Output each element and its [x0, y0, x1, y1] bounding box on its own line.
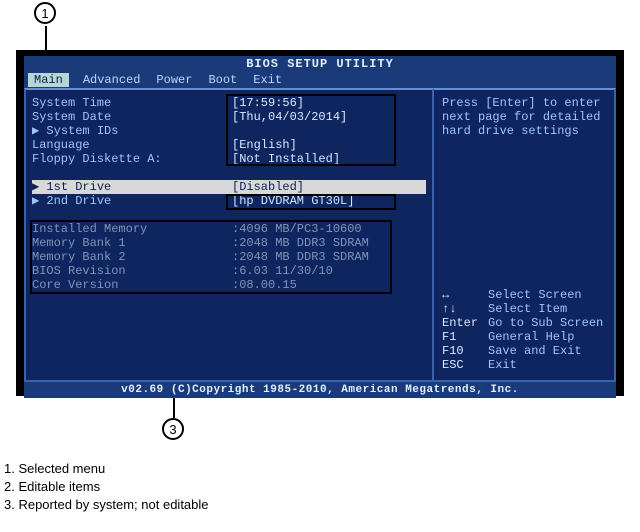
figure-legend: 1. Selected menu 2. Editable items 3. Re… [4, 460, 209, 514]
row-system-ids[interactable]: ▶ System IDs [32, 124, 426, 138]
callout-3: 3 [162, 418, 184, 440]
key-legend: ↔Select Screen ↑↓Select Item EnterGo to … [442, 288, 606, 372]
value: :6.03 11/30/10 [232, 264, 426, 278]
value: :2048 MB DDR3 SDRAM [232, 250, 426, 264]
key: F1 [442, 330, 488, 344]
row-core-version: Core Version :08.00.15 [32, 278, 426, 292]
row-memory-bank-1: Memory Bank 1 :2048 MB DDR3 SDRAM [32, 236, 426, 250]
value[interactable]: [Thu,04/03/2014] [232, 110, 426, 124]
value[interactable]: [hp DVDRAM GT30L] [232, 194, 426, 208]
label: BIOS Revision [32, 264, 232, 278]
help-line-3: hard drive settings [442, 124, 606, 138]
menu-main[interactable]: Main [28, 73, 69, 87]
menu-boot[interactable]: Boot [204, 73, 249, 87]
help-panel: Press [Enter] to enter next page for det… [434, 88, 616, 382]
row-language[interactable]: Language [English] [32, 138, 426, 152]
key: ↔ [442, 288, 488, 302]
bios-body: System Time [17:59:56] System Date [Thu,… [24, 88, 616, 382]
legend-2: 2. Editable items [4, 478, 209, 496]
row-bios-revision: BIOS Revision :6.03 11/30/10 [32, 264, 426, 278]
menu-advanced[interactable]: Advanced [79, 73, 153, 87]
row-2nd-drive[interactable]: ▶ 2nd Drive [hp DVDRAM GT30L] [32, 194, 426, 208]
row-1st-drive[interactable]: ▶ 1st Drive [Disabled] [32, 180, 426, 194]
legend-1: 1. Selected menu [4, 460, 209, 478]
value: :4096 MB/PC3-10600 [232, 222, 426, 236]
row-system-date[interactable]: System Date [Thu,04/03/2014] [32, 110, 426, 124]
key-desc: Go to Sub Screen [488, 316, 606, 330]
row-system-time[interactable]: System Time [17:59:56] [32, 96, 426, 110]
help-line-2: next page for detailed [442, 110, 606, 124]
key-desc: Exit [488, 358, 606, 372]
key-desc: Select Screen [488, 288, 606, 302]
key-desc: Save and Exit [488, 344, 606, 358]
value[interactable]: [Disabled] [232, 180, 426, 194]
bios-screenshot: BIOS SETUP UTILITY Main Advanced Power B… [16, 50, 624, 396]
value[interactable]: [17:59:56] [232, 96, 426, 110]
value: :08.00.15 [232, 278, 426, 292]
label: Core Version [32, 278, 232, 292]
key: F10 [442, 344, 488, 358]
menu-power[interactable]: Power [152, 73, 204, 87]
bios-menu-bar[interactable]: Main Advanced Power Boot Exit [24, 72, 616, 88]
value [232, 124, 426, 138]
legend-3: 3. Reported by system; not editable [4, 496, 209, 514]
row-floppy[interactable]: Floppy Diskette A: [Not Installed] [32, 152, 426, 166]
label: Installed Memory [32, 222, 232, 236]
key-desc: General Help [488, 330, 606, 344]
help-line-1: Press [Enter] to enter [442, 96, 606, 110]
row-installed-memory: Installed Memory :4096 MB/PC3-10600 [32, 222, 426, 236]
label: Memory Bank 1 [32, 236, 232, 250]
callout-1: 1 [34, 2, 56, 24]
value: :2048 MB DDR3 SDRAM [232, 236, 426, 250]
bios-screen: BIOS SETUP UTILITY Main Advanced Power B… [24, 56, 616, 398]
help-text: Press [Enter] to enter next page for det… [442, 96, 606, 138]
menu-exit[interactable]: Exit [249, 73, 294, 87]
bios-footer: v02.69 (C)Copyright 1985-2010, American … [24, 382, 616, 398]
key: ↑↓ [442, 302, 488, 316]
label: System Time [32, 96, 232, 110]
main-panel: System Time [17:59:56] System Date [Thu,… [24, 88, 434, 382]
label: Floppy Diskette A: [32, 152, 232, 166]
value[interactable]: [English] [232, 138, 426, 152]
key: ESC [442, 358, 488, 372]
label: ▶ 1st Drive [32, 180, 232, 194]
key: Enter [442, 316, 488, 330]
label: Language [32, 138, 232, 152]
key-desc: Select Item [488, 302, 606, 316]
label: ▶ 2nd Drive [32, 194, 232, 208]
label: System Date [32, 110, 232, 124]
row-memory-bank-2: Memory Bank 2 :2048 MB DDR3 SDRAM [32, 250, 426, 264]
label: ▶ System IDs [32, 124, 232, 138]
value[interactable]: [Not Installed] [232, 152, 426, 166]
label: Memory Bank 2 [32, 250, 232, 264]
bios-title: BIOS SETUP UTILITY [24, 56, 616, 72]
